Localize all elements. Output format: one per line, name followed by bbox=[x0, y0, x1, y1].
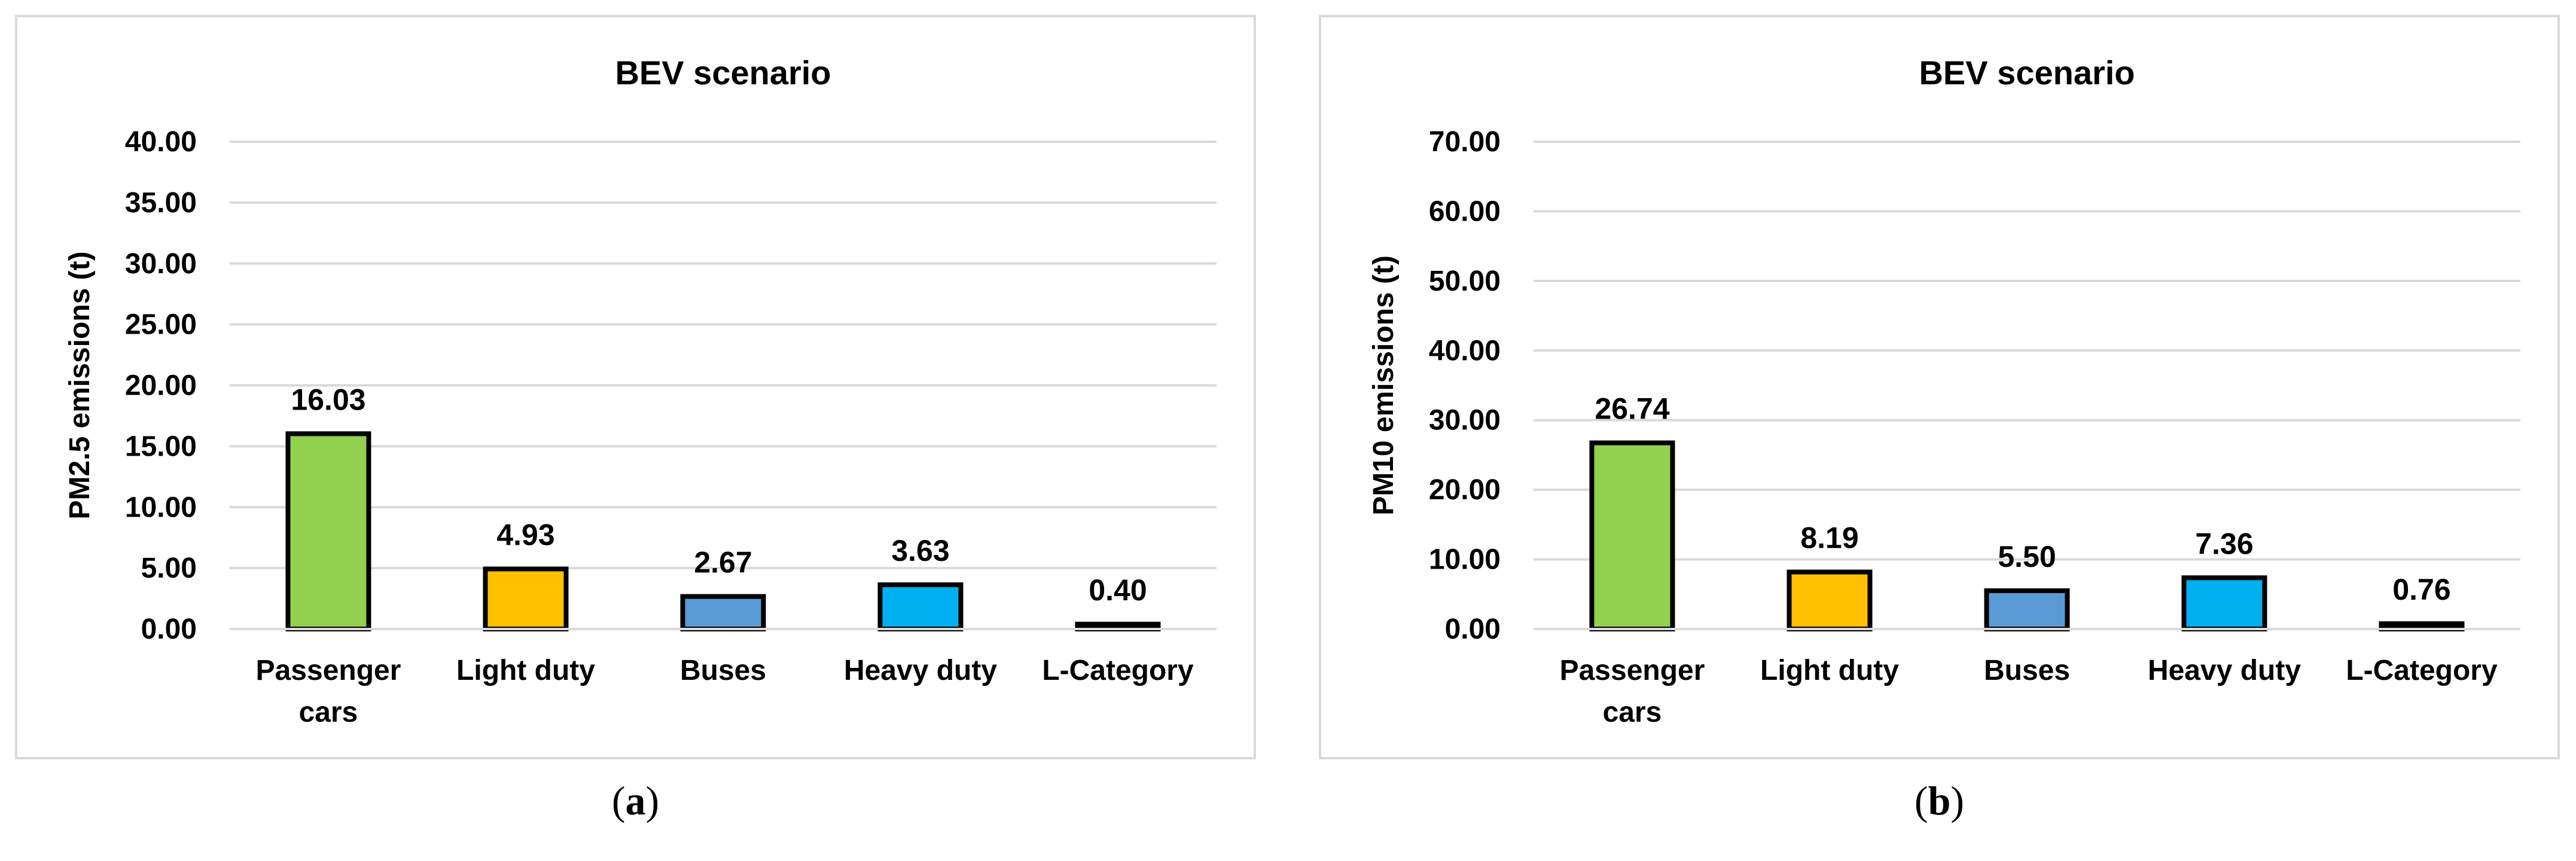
y-tick-label: 50.00 bbox=[1429, 265, 1501, 297]
x-tick-label: Buses bbox=[680, 655, 766, 686]
caption-a: (a) bbox=[611, 778, 660, 823]
data-label: 16.03 bbox=[291, 383, 365, 416]
y-tick-label: 0.00 bbox=[141, 613, 197, 645]
x-tick-label: Light duty bbox=[456, 655, 595, 686]
chart-title: BEV scenario bbox=[1919, 54, 2135, 91]
x-tick-label: Heavy duty bbox=[844, 655, 997, 686]
y-tick-label: 30.00 bbox=[125, 248, 197, 280]
x-tick-label: L-Category bbox=[1042, 655, 1194, 686]
caption-b: (b) bbox=[1914, 778, 1965, 823]
bar bbox=[1589, 440, 1675, 631]
y-tick-label: 35.00 bbox=[125, 187, 197, 219]
x-tick-label: cars bbox=[299, 697, 358, 728]
y-axis-label: PM2.5 emissions (t) bbox=[64, 251, 96, 519]
bar bbox=[285, 431, 371, 631]
x-tick-label: cars bbox=[1603, 697, 1662, 728]
data-label: 7.36 bbox=[2195, 527, 2253, 560]
bar bbox=[483, 566, 569, 632]
bar bbox=[2181, 575, 2267, 632]
data-label: 2.67 bbox=[694, 546, 752, 579]
data-label: 0.40 bbox=[1089, 573, 1147, 607]
y-tick-label: 25.00 bbox=[125, 309, 197, 341]
x-tick-label: Light duty bbox=[1760, 655, 1899, 686]
y-tick-label: 60.00 bbox=[1429, 196, 1501, 227]
data-label: 8.19 bbox=[1800, 521, 1858, 555]
x-tick-label: Passenger bbox=[1560, 655, 1705, 686]
x-tick-label: Heavy duty bbox=[2148, 655, 2301, 686]
data-label: 26.74 bbox=[1595, 392, 1669, 426]
chart-title: BEV scenario bbox=[615, 54, 831, 91]
y-tick-label: 10.00 bbox=[125, 491, 197, 523]
y-axis-label: PM10 emissions (t) bbox=[1368, 255, 1400, 515]
x-tick-label: Passenger bbox=[256, 655, 401, 686]
chart-panel-a: BEV scenario 0.00 5.00 10.00 15.00 20.00 25.00… bbox=[15, 15, 1256, 759]
bar-chart-pm10: BEV scenario 0.00 10.00 20.00 30.00 40.00 50.0… bbox=[1368, 54, 2520, 728]
bar bbox=[680, 594, 766, 632]
y-tick-label: 0.00 bbox=[1445, 613, 1501, 645]
bar bbox=[1984, 588, 2070, 632]
bar bbox=[1787, 569, 1873, 632]
chart-panel-b: BEV scenario 0.00 10.00 20.00 30.00 40.00 50.0… bbox=[1319, 15, 2560, 759]
y-tick-label: 40.00 bbox=[125, 126, 197, 158]
caption-b-letter: b bbox=[1928, 778, 1951, 823]
x-tick-label: Buses bbox=[1984, 655, 2070, 686]
y-tick-label: 20.00 bbox=[1429, 474, 1501, 506]
bar bbox=[877, 582, 964, 632]
y-tick-label: 30.00 bbox=[1429, 405, 1501, 436]
data-label: 4.93 bbox=[496, 518, 554, 552]
data-label: 5.50 bbox=[1998, 540, 2056, 573]
y-tick-label: 20.00 bbox=[125, 370, 197, 402]
y-tick-label: 40.00 bbox=[1429, 335, 1501, 367]
data-label: 0.76 bbox=[2392, 573, 2450, 606]
y-tick-label: 5.00 bbox=[141, 552, 197, 584]
y-tick-label: 15.00 bbox=[125, 430, 197, 462]
caption-a-letter: a bbox=[625, 778, 646, 823]
x-tick-label: L-Category bbox=[2346, 655, 2498, 686]
bar-chart-pm25: BEV scenario 0.00 5.00 10.00 15.00 20.00 25.00… bbox=[64, 54, 1217, 728]
data-label: 3.63 bbox=[891, 534, 949, 567]
y-tick-label: 70.00 bbox=[1429, 126, 1501, 158]
y-tick-label: 10.00 bbox=[1429, 544, 1501, 576]
